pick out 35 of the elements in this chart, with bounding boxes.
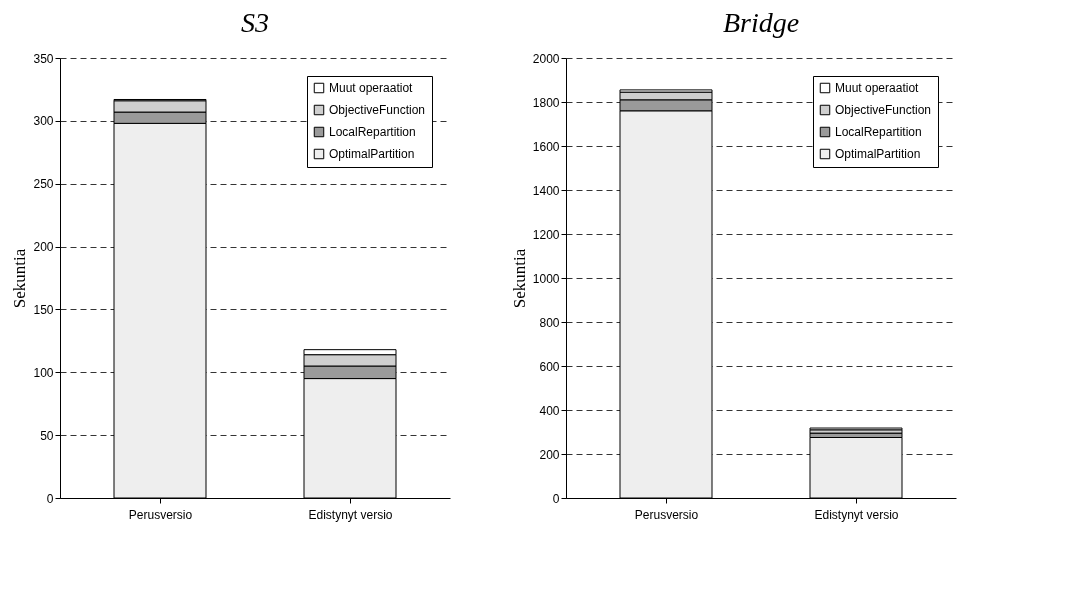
y-tick-label: 100 [33, 365, 54, 380]
legend-label: ObjectiveFunction [329, 103, 426, 117]
legend-label: LocalRepartition [835, 125, 922, 139]
y-tick-label: 1800 [532, 95, 560, 110]
x-tick-label: Perusversio [128, 507, 193, 522]
y-tick-label: 1000 [532, 271, 560, 286]
x-tick-label: Edistynyt versio [814, 507, 899, 522]
y-tick-label: 300 [33, 114, 54, 129]
y-tick-label: 1400 [532, 183, 560, 198]
y-tick-label: 200 [33, 240, 54, 255]
legend-label: OptimalPartition [835, 147, 921, 161]
x-tick-label: Edistynyt versio [308, 507, 393, 522]
y-axis-title: Sekuntia [509, 248, 529, 309]
legend-label: Muut operaatiot [835, 81, 920, 95]
legend-label: OptimalPartition [329, 147, 415, 161]
legend-label: LocalRepartition [329, 125, 416, 139]
y-tick-label: 1600 [532, 139, 560, 154]
y-tick-label: 600 [539, 359, 560, 374]
y-tick-label: 150 [33, 302, 54, 317]
x-tick-label: Perusversio [634, 507, 699, 522]
y-tick-label: 350 [33, 51, 54, 66]
chart-title: S3 [241, 7, 269, 38]
y-tick-label: 0 [46, 491, 54, 506]
legend-label: ObjectiveFunction [835, 103, 932, 117]
legend-label: Muut operaatiot [329, 81, 414, 95]
y-tick-label: 2000 [532, 51, 560, 66]
y-tick-label: 0 [552, 491, 560, 506]
chart-title: Bridge [722, 7, 800, 38]
y-tick-label: 250 [33, 177, 54, 192]
y-axis-title: Sekuntia [10, 248, 30, 309]
y-tick-label: 50 [40, 428, 54, 443]
y-tick-label: 200 [539, 447, 560, 462]
y-tick-label: 1200 [532, 227, 560, 242]
y-tick-label: 800 [539, 315, 560, 330]
y-tick-label: 400 [539, 403, 560, 418]
